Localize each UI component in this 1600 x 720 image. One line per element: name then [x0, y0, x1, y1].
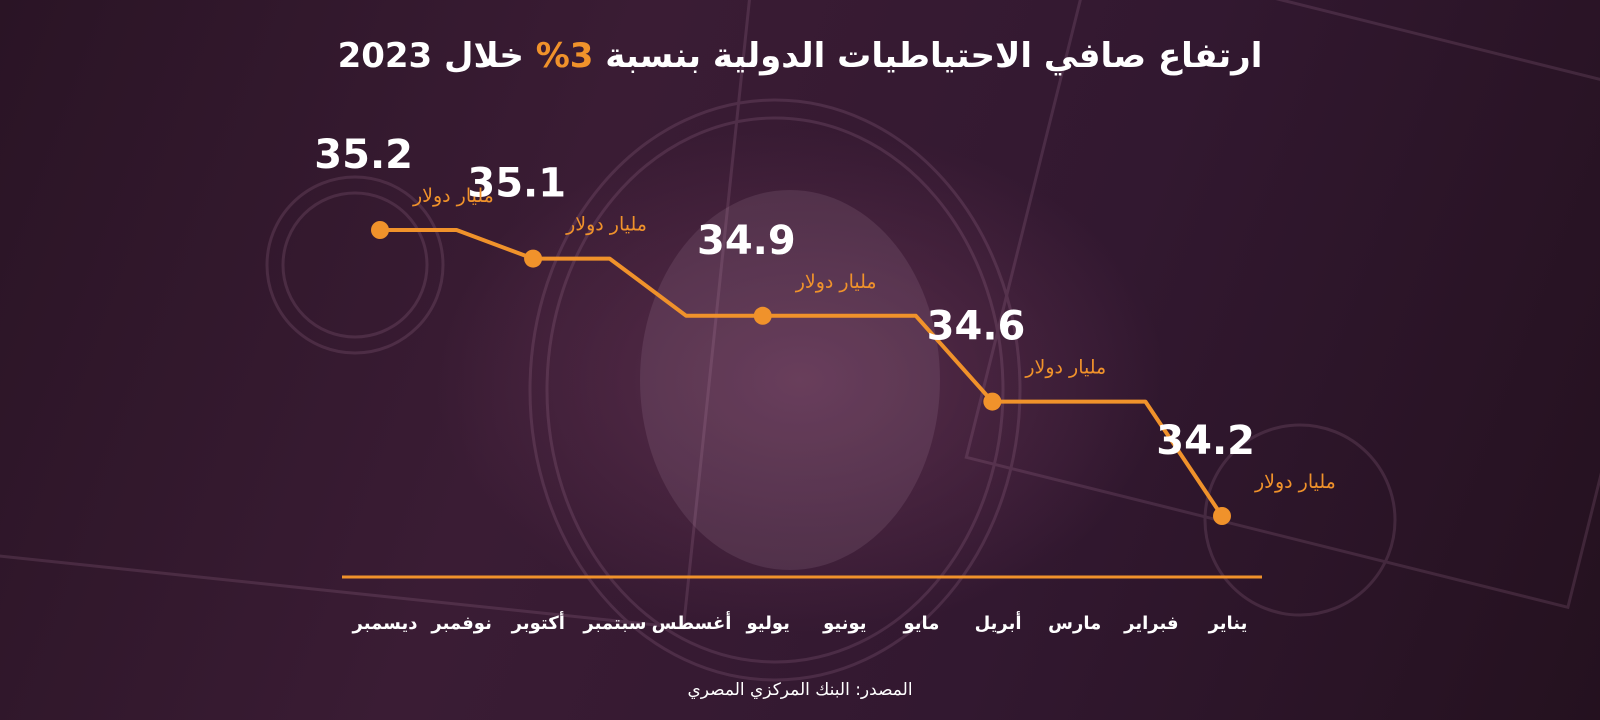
data-label-value: 34.9 — [697, 218, 796, 264]
data-label-unit: مليار دولار — [1024, 357, 1106, 379]
data-label-value: 35.1 — [467, 161, 566, 207]
title-text-end: خلال 2023 — [337, 36, 536, 76]
data-label-unit: مليار دولار — [565, 214, 647, 236]
x-tick-label: يناير — [1208, 613, 1248, 634]
x-tick-label: أبريل — [975, 611, 1022, 634]
data-point-0 — [1213, 507, 1231, 525]
data-point-3 — [983, 392, 1002, 411]
data-point-6 — [753, 306, 772, 325]
x-tick-label: فبراير — [1123, 613, 1178, 634]
x-tick-label: أكتوبر — [511, 611, 565, 634]
x-tick-label: يوليو — [745, 613, 789, 634]
x-tick-label: أغسطس — [652, 611, 732, 634]
data-label-value: 35.2 — [314, 132, 413, 178]
data-label-unit: مليار دولار — [412, 185, 494, 207]
source-note: المصدر: البنك المركزي المصري — [687, 680, 913, 700]
title-highlight-percent: 3% — [535, 36, 594, 76]
x-tick-label: يونيو — [822, 613, 866, 634]
x-tick-label: سبتمبر — [582, 613, 646, 634]
x-tick-label: ديسمبر — [352, 613, 418, 634]
x-tick-label: مارس — [1048, 613, 1101, 634]
x-tick-label: نوفمبر — [430, 613, 491, 634]
x-tick-label: مايو — [902, 613, 939, 634]
series-line — [380, 228, 1224, 518]
data-point-11 — [371, 221, 389, 239]
data-label-unit: مليار دولار — [1254, 471, 1336, 493]
data-label-value: 34.6 — [927, 304, 1026, 350]
data-label-unit: مليار دولار — [795, 271, 877, 293]
data-label-value: 34.2 — [1156, 418, 1255, 464]
title-text-start: ارتفاع صافي الاحتياطيات الدولية بنسبة — [593, 36, 1263, 76]
chart-title: ارتفاع صافي الاحتياطيات الدولية بنسبة 3%… — [0, 36, 1600, 76]
data-point-9 — [524, 249, 543, 268]
